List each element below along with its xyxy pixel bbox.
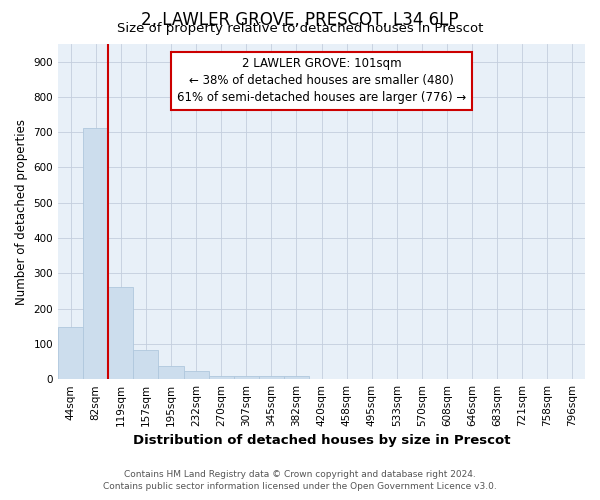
Text: Size of property relative to detached houses in Prescot: Size of property relative to detached ho…	[117, 22, 483, 35]
Y-axis label: Number of detached properties: Number of detached properties	[15, 118, 28, 304]
Bar	[184, 372, 209, 379]
Text: Contains HM Land Registry data © Crown copyright and database right 2024.
Contai: Contains HM Land Registry data © Crown c…	[103, 470, 497, 491]
Text: 2 LAWLER GROVE: 101sqm
← 38% of detached houses are smaller (480)
61% of semi-de: 2 LAWLER GROVE: 101sqm ← 38% of detached…	[177, 58, 466, 104]
Bar	[58, 327, 83, 379]
Bar	[158, 366, 184, 379]
Bar	[133, 350, 158, 379]
Bar	[209, 376, 233, 379]
Bar	[233, 376, 259, 379]
Text: 2, LAWLER GROVE, PRESCOT, L34 6LP: 2, LAWLER GROVE, PRESCOT, L34 6LP	[141, 11, 459, 29]
Bar	[259, 376, 284, 379]
X-axis label: Distribution of detached houses by size in Prescot: Distribution of detached houses by size …	[133, 434, 510, 448]
Bar	[284, 376, 309, 379]
Bar	[108, 286, 133, 379]
Bar	[83, 128, 108, 379]
